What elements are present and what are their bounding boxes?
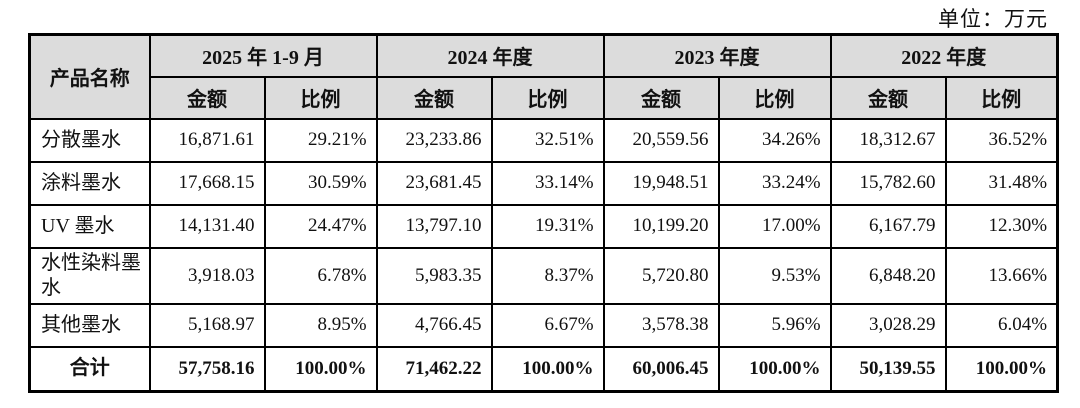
- amount-cell: 16,871.61: [148, 117, 266, 163]
- amount-cell: 6,167.79: [829, 203, 947, 249]
- amount-cell: 6,848.20: [829, 246, 947, 305]
- total-value: 100.00%: [490, 345, 605, 393]
- amount-cell: 15,782.60: [829, 160, 947, 206]
- ratio-cell: 13.66%: [944, 246, 1059, 305]
- ratio-cell: 24.47%: [263, 203, 378, 249]
- amount-cell: 5,983.35: [375, 246, 493, 305]
- ratio-cell: 6.78%: [263, 246, 378, 305]
- amount-cell: 3,028.29: [829, 302, 947, 348]
- ratio-cell: 29.21%: [263, 117, 378, 163]
- total-row: 合计 57,758.16 100.00% 71,462.22 100.00% 6…: [28, 345, 1059, 393]
- amount-cell: 20,559.56: [602, 117, 720, 163]
- product-name-cell: 涂料墨水: [28, 160, 151, 206]
- period-header-2023: 2023 年度: [602, 33, 832, 78]
- amount-cell: 14,131.40: [148, 203, 266, 249]
- period-header-2025: 2025 年 1-9 月: [148, 33, 378, 78]
- table-row: UV 墨水 14,131.40 24.47% 13,797.10 19.31% …: [28, 203, 1059, 249]
- amount-cell: 10,199.20: [602, 203, 720, 249]
- ratio-cell: 31.48%: [944, 160, 1059, 206]
- amount-cell: 23,233.86: [375, 117, 493, 163]
- table-row: 涂料墨水 17,668.15 30.59% 23,681.45 33.14% 1…: [28, 160, 1059, 206]
- ratio-cell: 19.31%: [490, 203, 605, 249]
- table-body: 分散墨水 16,871.61 29.21% 23,233.86 32.51% 2…: [28, 117, 1059, 348]
- period-header-2022: 2022 年度: [829, 33, 1059, 78]
- table-footer: 合计 57,758.16 100.00% 71,462.22 100.00% 6…: [28, 345, 1059, 393]
- subheader-amount: 金额: [375, 75, 493, 120]
- ratio-cell: 32.51%: [490, 117, 605, 163]
- ratio-cell: 9.53%: [717, 246, 832, 305]
- table-row: 分散墨水 16,871.61 29.21% 23,233.86 32.51% 2…: [28, 117, 1059, 163]
- column-header-product-name: 产品名称: [28, 33, 151, 120]
- period-header-2024: 2024 年度: [375, 33, 605, 78]
- subheader-ratio: 比例: [263, 75, 378, 120]
- product-name-cell: 水性染料墨水: [28, 246, 151, 305]
- amount-cell: 17,668.15: [148, 160, 266, 206]
- ratio-cell: 12.30%: [944, 203, 1059, 249]
- total-value: 100.00%: [944, 345, 1059, 393]
- revenue-breakdown-table: 产品名称 2025 年 1-9 月 2024 年度 2023 年度 2022 年…: [28, 33, 1060, 393]
- amount-cell: 13,797.10: [375, 203, 493, 249]
- amount-cell: 4,766.45: [375, 302, 493, 348]
- amount-cell: 3,578.38: [602, 302, 720, 348]
- total-value: 50,139.55: [829, 345, 947, 393]
- total-value: 71,462.22: [375, 345, 493, 393]
- product-name-cell: 其他墨水: [28, 302, 151, 348]
- amount-cell: 18,312.67: [829, 117, 947, 163]
- subheader-amount: 金额: [148, 75, 266, 120]
- amount-cell: 19,948.51: [602, 160, 720, 206]
- table-row: 其他墨水 5,168.97 8.95% 4,766.45 6.67% 3,578…: [28, 302, 1059, 348]
- subheader-amount: 金额: [602, 75, 720, 120]
- subheader-ratio: 比例: [490, 75, 605, 120]
- ratio-cell: 6.04%: [944, 302, 1059, 348]
- ratio-cell: 30.59%: [263, 160, 378, 206]
- product-name-cell: 分散墨水: [28, 117, 151, 163]
- ratio-cell: 34.26%: [717, 117, 832, 163]
- amount-cell: 5,720.80: [602, 246, 720, 305]
- ratio-cell: 8.37%: [490, 246, 605, 305]
- subheader-ratio: 比例: [717, 75, 832, 120]
- subheader-amount: 金额: [829, 75, 947, 120]
- ratio-cell: 8.95%: [263, 302, 378, 348]
- ratio-cell: 5.96%: [717, 302, 832, 348]
- table-header: 产品名称 2025 年 1-9 月 2024 年度 2023 年度 2022 年…: [28, 33, 1059, 120]
- table-row: 水性染料墨水 3,918.03 6.78% 5,983.35 8.37% 5,7…: [28, 246, 1059, 305]
- amount-cell: 3,918.03: [148, 246, 266, 305]
- total-label: 合计: [28, 345, 151, 393]
- total-value: 60,006.45: [602, 345, 720, 393]
- ratio-cell: 33.24%: [717, 160, 832, 206]
- ratio-cell: 33.14%: [490, 160, 605, 206]
- product-name-cell: UV 墨水: [28, 203, 151, 249]
- amount-cell: 23,681.45: [375, 160, 493, 206]
- total-value: 100.00%: [717, 345, 832, 393]
- ratio-cell: 36.52%: [944, 117, 1059, 163]
- total-value: 100.00%: [263, 345, 378, 393]
- unit-label: 单位：万元: [938, 7, 1048, 31]
- total-value: 57,758.16: [148, 345, 266, 393]
- ratio-cell: 6.67%: [490, 302, 605, 348]
- amount-cell: 5,168.97: [148, 302, 266, 348]
- subheader-ratio: 比例: [944, 75, 1059, 120]
- ratio-cell: 17.00%: [717, 203, 832, 249]
